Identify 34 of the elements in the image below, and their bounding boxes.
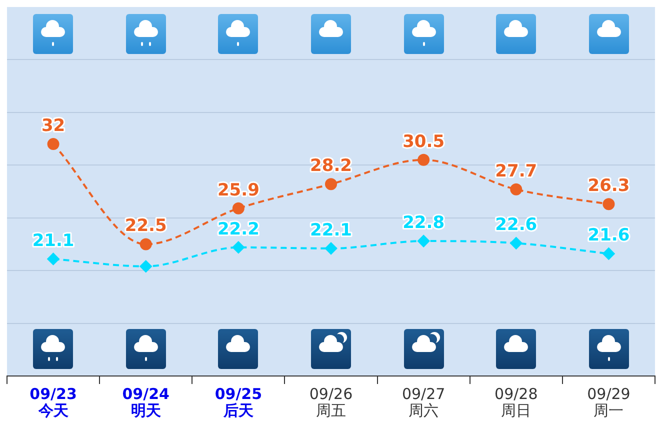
point (47, 138, 60, 150)
point (602, 248, 615, 260)
point (418, 154, 430, 166)
data-label: 22.2 (217, 219, 260, 240)
x-tick-label: 09/26 周五 (309, 385, 353, 420)
x-tick-label: 09/24 明天 (122, 385, 170, 420)
data-label: 28.2 (310, 156, 352, 176)
data-label: 25.9 (217, 180, 260, 200)
point (140, 260, 152, 272)
data-label: 22.8 (402, 212, 445, 233)
x-tick-label: 09/29 周一 (587, 385, 630, 420)
x-tick-label: 09/27 周六 (402, 385, 446, 420)
point (602, 198, 615, 210)
data-label: 30.5 (402, 132, 445, 152)
point (232, 202, 244, 214)
x-tick-label: 09/25 后天 (214, 385, 262, 420)
data-label: 26.3 (588, 176, 630, 196)
x-tick-label: 09/23 今天 (30, 385, 77, 420)
data-label: 21.6 (588, 226, 630, 246)
point (418, 235, 430, 248)
data-label: 21.1 (32, 230, 74, 251)
data-label: 22.1 (310, 220, 352, 240)
x-tick-label: 09/28 周日 (494, 385, 538, 420)
point (47, 252, 60, 265)
data-label: 22.6 (495, 215, 538, 236)
data-label: 27.7 (495, 161, 538, 182)
point (232, 241, 244, 254)
point (140, 238, 152, 250)
data-label: 32 (41, 116, 66, 136)
point (325, 178, 337, 190)
point (510, 183, 522, 196)
data-label: 22.5 (124, 216, 167, 236)
point (510, 237, 522, 250)
point (325, 242, 337, 254)
